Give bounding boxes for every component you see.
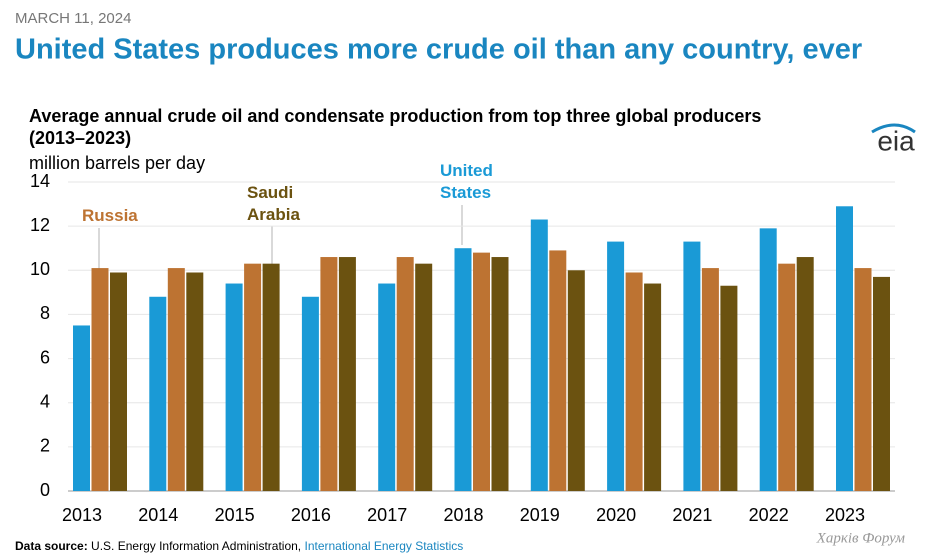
- logo: eia: [877, 125, 915, 156]
- x-tick-label: 2015: [215, 505, 255, 525]
- annotation: United States: [440, 161, 493, 202]
- y-tick-label: 6: [40, 347, 50, 367]
- bar: [644, 283, 662, 491]
- bar: [491, 257, 509, 491]
- bar: [567, 270, 585, 491]
- bar: [836, 206, 853, 491]
- bar: [91, 268, 109, 491]
- chart-subtitle: (2013–2023): [29, 128, 131, 148]
- bar: [415, 263, 433, 491]
- source-text: U.S. Energy Information Administration,: [91, 539, 302, 553]
- x-tick-label: 2014: [138, 505, 178, 525]
- bar: [549, 250, 567, 491]
- bar: [378, 283, 396, 491]
- watermark: Харків Форум: [816, 530, 906, 546]
- chart-title: Average annual crude oil and condensate …: [29, 106, 761, 126]
- y-tick-label: 8: [40, 303, 50, 323]
- date: MARCH 11, 2024: [15, 10, 131, 27]
- x-tick-label: 2020: [596, 505, 636, 525]
- bar: [607, 241, 625, 491]
- bar: [796, 257, 814, 491]
- bar: [854, 268, 872, 491]
- bar: [683, 241, 701, 491]
- bar: [625, 272, 643, 491]
- x-tick-label: 2013: [62, 505, 102, 525]
- bar: [338, 257, 356, 491]
- y-tick-label: 0: [40, 480, 50, 500]
- x-tick-label: 2023: [825, 505, 865, 525]
- y-tick-label: 10: [30, 259, 50, 279]
- bar: [759, 228, 777, 491]
- x-tick-label: 2016: [291, 505, 331, 525]
- logo-arc: [871, 123, 916, 134]
- bar: [225, 283, 243, 491]
- bar: [473, 252, 490, 491]
- footer: Data source: U.S. Energy Information Adm…: [15, 539, 463, 553]
- y-tick-label: 4: [40, 391, 50, 411]
- y-axis-label: million barrels per day: [29, 153, 205, 173]
- headline: United States produces more crude oil th…: [15, 34, 862, 66]
- bar: [262, 263, 280, 491]
- y-tick-label: 14: [30, 171, 50, 191]
- y-tick-label: 2: [40, 436, 50, 456]
- x-tick-label: 2018: [443, 505, 483, 525]
- annotation: Saudi Arabia: [247, 183, 300, 224]
- x-tick-label: 2022: [749, 505, 789, 525]
- bar: [454, 248, 472, 491]
- bar: [701, 268, 719, 491]
- bar: [396, 257, 414, 491]
- bar: [167, 268, 185, 491]
- bar: [110, 272, 127, 491]
- bar: [73, 325, 90, 491]
- bar: [149, 296, 167, 491]
- source-link[interactable]: International Energy Statistics: [304, 539, 464, 553]
- bar: [301, 296, 319, 491]
- x-tick-label: 2019: [520, 505, 560, 525]
- bar: [320, 257, 338, 491]
- x-tick-label: 2021: [672, 505, 712, 525]
- source-label: Data source:: [15, 539, 88, 553]
- bar: [244, 263, 262, 491]
- bar: [720, 285, 738, 491]
- bar: [530, 219, 548, 491]
- annotation: Russia: [82, 206, 138, 225]
- bar: [186, 272, 204, 491]
- bar: [873, 276, 890, 491]
- x-tick-label: 2017: [367, 505, 407, 525]
- bar: [778, 263, 796, 491]
- y-tick-label: 12: [30, 215, 50, 235]
